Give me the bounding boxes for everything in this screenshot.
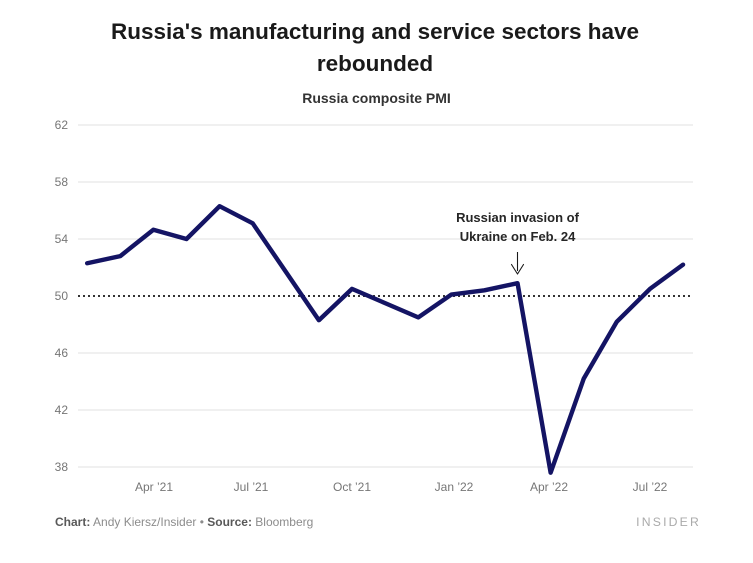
svg-text:Ukraine on Feb. 24: Ukraine on Feb. 24: [460, 229, 576, 244]
svg-text:Apr ’21: Apr ’21: [135, 480, 173, 494]
svg-text:Russian invasion of: Russian invasion of: [456, 210, 579, 225]
svg-text:58: 58: [55, 175, 69, 189]
svg-text:Oct ’21: Oct ’21: [333, 480, 371, 494]
svg-text:Jul ’22: Jul ’22: [633, 480, 668, 494]
svg-text:50: 50: [55, 289, 69, 303]
svg-text:46: 46: [55, 346, 69, 360]
svg-text:Apr ’22: Apr ’22: [530, 480, 568, 494]
svg-text:Jan ’22: Jan ’22: [435, 480, 474, 494]
svg-text:54: 54: [55, 232, 69, 246]
svg-text:38: 38: [55, 460, 69, 474]
svg-text:42: 42: [55, 403, 69, 417]
svg-text:Jul ’21: Jul ’21: [234, 480, 269, 494]
svg-text:62: 62: [55, 118, 69, 132]
